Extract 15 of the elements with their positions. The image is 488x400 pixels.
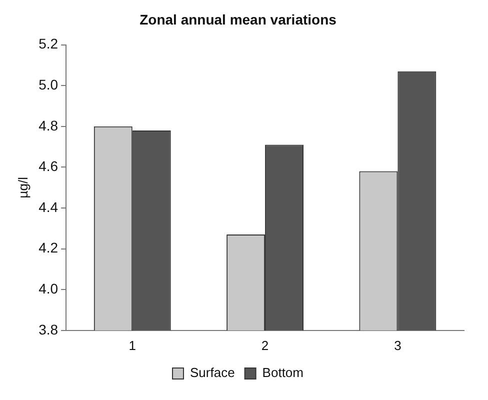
y-tick-label: 5.2: [38, 36, 58, 52]
y-tick-label: 4.0: [38, 280, 58, 296]
y-tick-label: 4.8: [38, 117, 58, 134]
x-tick-label: 3: [394, 338, 402, 353]
y-tick-label: 4.2: [38, 240, 58, 256]
x-tick-label: 1: [128, 338, 136, 353]
legend-label: Bottom: [262, 365, 304, 380]
y-axis-title: µg/l: [15, 176, 30, 198]
chart-title: Zonal annual mean variations: [140, 11, 337, 28]
y-tick-label: 3.8: [38, 321, 58, 338]
y-tick-label: 4.4: [38, 198, 58, 215]
y-tick-label: 4.6: [38, 158, 58, 174]
legend-label: Surface: [190, 365, 235, 380]
y-tick-label: 5.0: [38, 76, 58, 92]
x-tick-label: 2: [261, 338, 269, 353]
